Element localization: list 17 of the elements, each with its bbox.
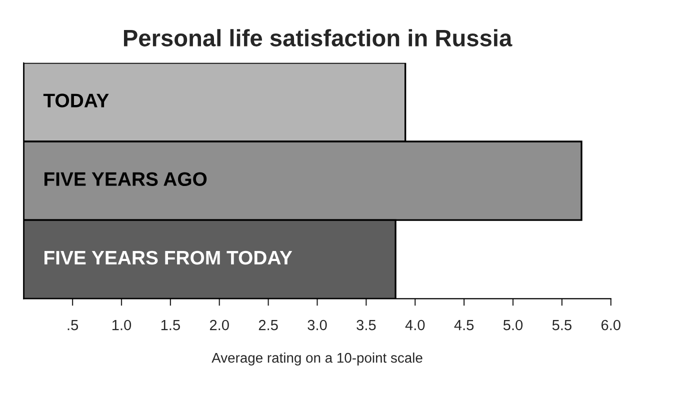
y-tick-label: FIVE YEARS FROM TODAY (44, 250, 292, 265)
x-tick-label: 5.0 (503, 320, 523, 330)
x-tick-label: 5.5 (552, 320, 572, 330)
y-tick-label: FIVE YEARS AGO (44, 172, 207, 186)
chart-title: Personal life satisfaction in Russia (124, 29, 512, 46)
x-tick-label: 1.0 (112, 320, 132, 330)
x-tick-label: 2.5 (258, 320, 278, 330)
x-tick-label: 1.5 (161, 320, 180, 330)
x-tick-label: 6.0 (601, 320, 620, 330)
x-tick-label: .5 (68, 320, 78, 330)
x-tick-label: 3.5 (356, 320, 376, 330)
x-tick-label: 3.0 (308, 320, 327, 330)
y-tick-label: TODAY (43, 94, 109, 108)
x-tick-label: 4.0 (405, 320, 425, 330)
x-axis-title: Average rating on a 10-point scale (212, 352, 422, 366)
x-tick-label: 4.5 (454, 320, 474, 330)
x-tick-label: 2.0 (210, 320, 229, 330)
